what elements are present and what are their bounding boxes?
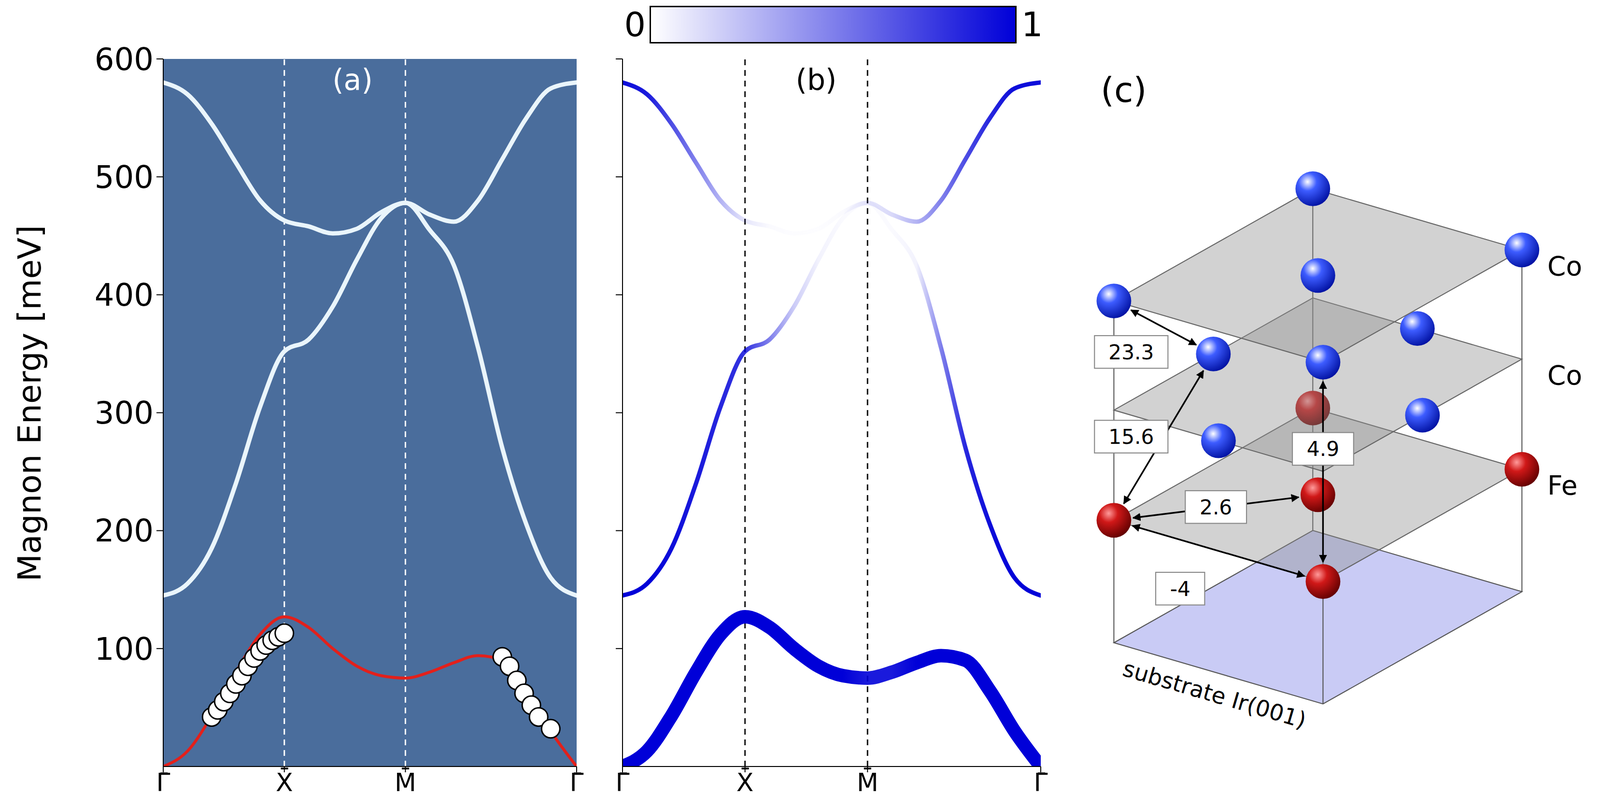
svg-text:X̄: X̄	[736, 767, 754, 797]
svg-text:Γ̄: Γ̄	[1033, 767, 1048, 797]
html-text:0: 0	[624, 4, 646, 45]
svg-text:15.6: 15.6	[1108, 424, 1154, 449]
svg-text:2.6: 2.6	[1199, 495, 1232, 520]
svg-text:400: 400	[94, 277, 154, 313]
svg-text:Γ̄: Γ̄	[569, 767, 584, 797]
svg-text:M̄: M̄	[856, 767, 879, 797]
svg-text:4.9: 4.9	[1306, 437, 1340, 461]
svg-text:23.3: 23.3	[1108, 340, 1154, 365]
svg-text:Γ̄: Γ̄	[615, 767, 630, 797]
svg-text:-4: -4	[1170, 577, 1191, 601]
svg-text:(c): (c)	[1100, 69, 1147, 111]
html-text:Magnon Energy [meV]: Magnon Energy [meV]	[11, 224, 49, 582]
svg-text:Fe: Fe	[1547, 469, 1578, 501]
svg-text:100: 100	[94, 631, 154, 667]
svg-text:Co: Co	[1547, 250, 1583, 282]
svg-text:substrate Ir(001): substrate Ir(001)	[1119, 655, 1310, 734]
svg-text:Co: Co	[1547, 359, 1583, 391]
svg-text:500: 500	[94, 159, 154, 196]
html-text:(a): (a)	[332, 62, 373, 97]
html-text:1: 1	[1021, 4, 1043, 45]
html-text:(b): (b)	[795, 62, 837, 97]
svg-text:300: 300	[94, 395, 154, 431]
svg-text:600: 600	[94, 41, 154, 78]
svg-text:M̄: M̄	[394, 767, 417, 797]
svg-text:200: 200	[94, 512, 154, 549]
svg-text:Γ̄: Γ̄	[156, 767, 171, 797]
svg-text:X̄: X̄	[275, 767, 294, 797]
